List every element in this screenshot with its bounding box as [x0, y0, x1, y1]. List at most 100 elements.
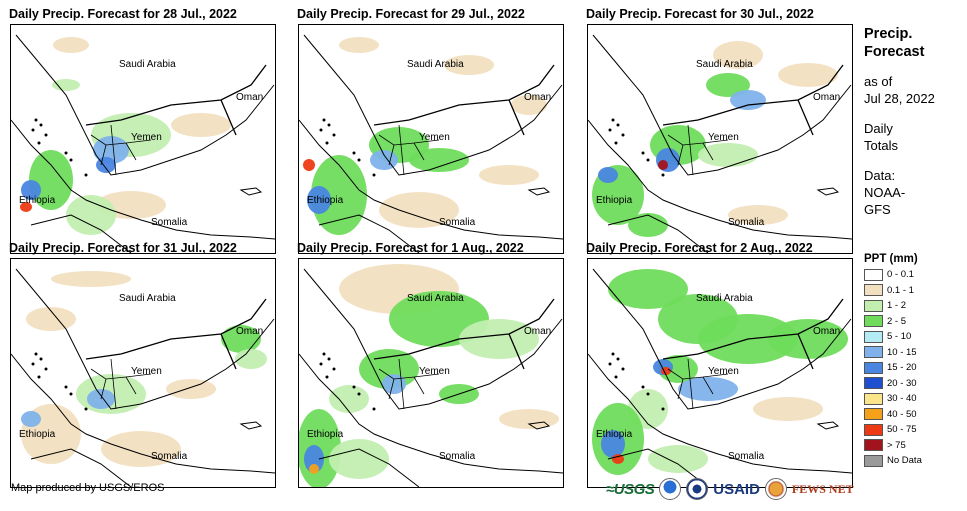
precip-area	[339, 37, 379, 53]
panel-title: Daily Precip. Forecast for 1 Aug., 2022	[297, 241, 524, 255]
panel-title: Daily Precip. Forecast for 31 Jul., 2022	[9, 241, 237, 255]
totals-line: Daily	[864, 121, 893, 136]
island	[325, 375, 329, 379]
legend-swatch	[864, 423, 883, 436]
legend-label: > 75	[887, 439, 906, 451]
source-line: NOAA-	[864, 185, 906, 200]
noaa-logo	[659, 478, 682, 500]
legend-title: PPT (mm)	[864, 253, 918, 265]
totals-line: Totals	[864, 138, 898, 153]
map-label-yemen: Yemen	[419, 366, 450, 377]
legend-label: 0.1 - 1	[887, 284, 914, 296]
map-label-yemen: Yemen	[708, 366, 739, 377]
map-label-yemen: Yemen	[708, 132, 739, 143]
island	[372, 407, 376, 411]
map-label-saudi: Saudi Arabia	[407, 293, 464, 304]
map-label-ethiopia: Ethiopia	[596, 195, 633, 206]
legend-swatch	[864, 454, 883, 467]
map-canvas: Saudi Arabia Oman Yemen Ethiopia Somalia	[299, 34, 563, 253]
national-border	[85, 298, 267, 360]
island	[527, 187, 551, 196]
island	[816, 187, 840, 196]
legend-item: 5 - 10	[864, 329, 922, 345]
coastline	[588, 119, 852, 240]
coastline	[15, 268, 275, 410]
coastline	[303, 268, 563, 410]
precip-area	[329, 385, 369, 413]
island	[646, 158, 650, 162]
map-label-yemen: Yemen	[131, 366, 162, 377]
precip-area	[221, 325, 261, 353]
precip-area	[311, 155, 367, 235]
legend-item: > 75	[864, 438, 922, 454]
island	[64, 151, 68, 155]
forecast-panel-4: Daily Precip. Forecast for 31 Jul., 2022…	[9, 241, 277, 491]
legend-swatch	[864, 268, 883, 281]
map-label-somalia: Somalia	[728, 451, 765, 462]
national-border	[220, 333, 237, 370]
panel-title: Daily Precip. Forecast for 28 Jul., 2022	[9, 7, 237, 21]
map-label-somalia: Somalia	[151, 217, 188, 228]
island	[31, 362, 35, 366]
coastline	[588, 353, 852, 474]
precip-map: Saudi Arabia Oman Yemen Ethiopia Somalia	[587, 258, 853, 488]
admin-boundary	[667, 124, 729, 176]
national-border	[797, 99, 814, 136]
island	[332, 367, 336, 371]
map-label-yemen: Yemen	[419, 132, 450, 143]
legend-item: 1 - 2	[864, 298, 922, 314]
precip-area	[20, 202, 32, 212]
legend-label: 5 - 10	[887, 331, 912, 343]
coastline	[11, 353, 275, 474]
map-credit: Map produced by USGS/EROS	[11, 482, 165, 494]
island	[34, 118, 38, 122]
island	[357, 392, 361, 396]
legend-item: 2 - 5	[864, 314, 922, 330]
precip-area	[601, 430, 625, 458]
island	[614, 141, 618, 145]
precip-area	[166, 379, 216, 399]
legend-swatch	[864, 284, 883, 297]
map-label-oman: Oman	[813, 92, 840, 103]
island	[31, 128, 35, 132]
source-line: Data:	[864, 168, 896, 183]
precip-area	[628, 213, 668, 237]
legend-swatch	[864, 377, 883, 390]
island	[352, 151, 356, 155]
legend-item: 50 - 75	[864, 422, 922, 438]
precip-area	[778, 63, 838, 87]
national-border	[220, 99, 237, 136]
coastline	[11, 119, 275, 240]
national-border	[318, 214, 420, 253]
precip-area	[171, 113, 231, 137]
island	[661, 407, 665, 411]
forecast-panel-6: Daily Precip. Forecast for 2 Aug., 2022 …	[586, 241, 854, 491]
legend-swatch	[864, 299, 883, 312]
precip-area	[511, 95, 547, 115]
precip-area	[598, 167, 618, 183]
precip-map: Saudi Arabia Oman Yemen Ethiopia Somalia	[587, 24, 853, 254]
island	[352, 385, 356, 389]
precip-area	[608, 269, 688, 309]
precip-area	[768, 319, 848, 359]
map-label-saudi: Saudi Arabia	[696, 59, 753, 70]
forecast-panel-3: Daily Precip. Forecast for 30 Jul., 2022…	[586, 7, 854, 257]
national-border	[662, 64, 844, 126]
national-border	[797, 333, 814, 370]
precip-map: Saudi Arabia Oman Yemen Ethiopia Somalia	[298, 24, 564, 254]
map-canvas: Saudi Arabia Oman Yemen Ethiopia Somalia	[11, 34, 275, 253]
island	[641, 151, 645, 155]
map-label-saudi: Saudi Arabia	[696, 293, 753, 304]
map-label-oman: Oman	[524, 92, 551, 103]
island	[39, 123, 43, 127]
as-of-label: as of	[864, 74, 893, 89]
island	[608, 128, 612, 132]
precip-area	[21, 180, 41, 200]
admin-boundary	[378, 358, 440, 410]
island	[239, 187, 263, 196]
precip-area	[409, 148, 469, 172]
map-label-oman: Oman	[813, 326, 840, 337]
island	[84, 407, 88, 411]
legend-rows: 0 - 0.1 0.1 - 1 1 - 2 2 - 5 5 - 10 10 - 15 15 …	[864, 267, 922, 469]
island	[327, 123, 331, 127]
